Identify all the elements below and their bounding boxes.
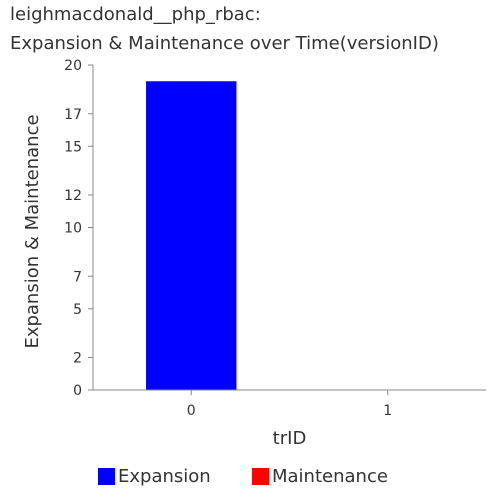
chart-subtitle: Expansion & Maintenance over Time(versio… bbox=[10, 33, 439, 54]
legend-swatch-maintenance bbox=[252, 467, 269, 485]
legend-item-expansion[interactable]: Expansion bbox=[98, 465, 211, 487]
y-tick-label-0: 0 bbox=[73, 383, 82, 399]
y-axis-title: Expansion & Maintenance bbox=[22, 114, 43, 348]
y-tick-label-5: 5 bbox=[73, 302, 82, 318]
x-axis-title: trID bbox=[273, 428, 307, 449]
legend-item-maintenance[interactable]: Maintenance bbox=[252, 465, 388, 487]
y-tick-label-20: 20 bbox=[64, 58, 82, 74]
bar-chart: 0 2 5 7 10 12 15 17 20 0 1 trID Expansion & Maintena… bbox=[22, 58, 486, 449]
legend-label-expansion: Expansion bbox=[118, 465, 211, 487]
legend-label-maintenance: Maintenance bbox=[272, 465, 388, 487]
y-tick-label-17: 17 bbox=[64, 107, 82, 123]
y-tick-label-15: 15 bbox=[64, 139, 82, 155]
y-tick-label-2: 2 bbox=[73, 351, 82, 367]
chart-title: leighmacdonald__php_rbac: bbox=[10, 4, 261, 25]
bar-expansion-0 bbox=[146, 81, 237, 390]
x-tick-label-0: 0 bbox=[187, 403, 196, 419]
x-tick-label-1: 1 bbox=[383, 403, 392, 419]
y-tick-label-12: 12 bbox=[64, 188, 82, 204]
y-tick-label-7: 7 bbox=[73, 269, 82, 285]
legend-swatch-expansion bbox=[98, 467, 115, 485]
y-tick-label-10: 10 bbox=[64, 221, 82, 237]
